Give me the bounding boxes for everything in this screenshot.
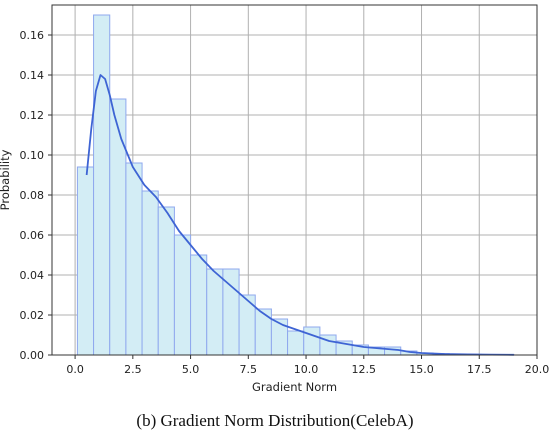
x-tick-label: 2.5 (124, 363, 142, 376)
x-tick-label: 15.0 (409, 363, 434, 376)
x-axis-label: Gradient Norm (252, 380, 337, 394)
histogram-bar (206, 268, 224, 356)
figure-caption: (b) Gradient Norm Distribution(CelebA) (136, 411, 414, 430)
histogram-bar (287, 330, 305, 356)
x-tick-label: 10.0 (294, 363, 319, 376)
y-tick-label: 0.04 (20, 269, 45, 282)
x-tick-label: 0.0 (66, 363, 84, 376)
y-axis-ticks: 0.00 0.02 0.04 0.06 0.08 0.10 0.12 0.14 0.16 (20, 29, 52, 362)
histogram-bar (173, 234, 192, 356)
kde-curve (85, 74, 514, 356)
x-tick-label: 12.5 (352, 363, 377, 376)
histogram-bar (109, 98, 127, 356)
x-tick-label: 20.0 (525, 363, 550, 376)
y-tick-label: 0.08 (20, 189, 45, 202)
histogram-bar (93, 14, 111, 356)
y-tick-label: 0.00 (20, 349, 45, 362)
x-tick-label: 5.0 (182, 363, 200, 376)
y-tick-label: 0.16 (20, 29, 45, 42)
histogram-bar (141, 190, 159, 356)
y-axis-label: Probability (0, 149, 12, 210)
histogram-bar (157, 206, 175, 356)
x-axis-ticks: 0.0 2.5 5.0 7.5 10.0 12.5 15.0 17.5 20.0 (66, 355, 549, 376)
x-tick-label: 17.5 (467, 363, 492, 376)
kde-curve-layer (85, 74, 514, 356)
x-tick-label: 7.5 (240, 363, 258, 376)
histogram-bar (270, 318, 289, 356)
y-tick-label: 0.06 (20, 229, 45, 242)
histogram-bar (125, 162, 143, 356)
histogram-bars (76, 14, 515, 356)
histogram-bar (76, 166, 95, 356)
histogram-bar (254, 308, 272, 356)
y-tick-label: 0.02 (20, 309, 45, 322)
histogram-bar (190, 254, 208, 356)
plot-frame (51, 4, 538, 356)
y-tick-label: 0.12 (20, 109, 45, 122)
histogram-bar (303, 326, 321, 356)
y-tick-label: 0.10 (20, 149, 45, 162)
y-tick-label: 0.14 (20, 69, 45, 82)
